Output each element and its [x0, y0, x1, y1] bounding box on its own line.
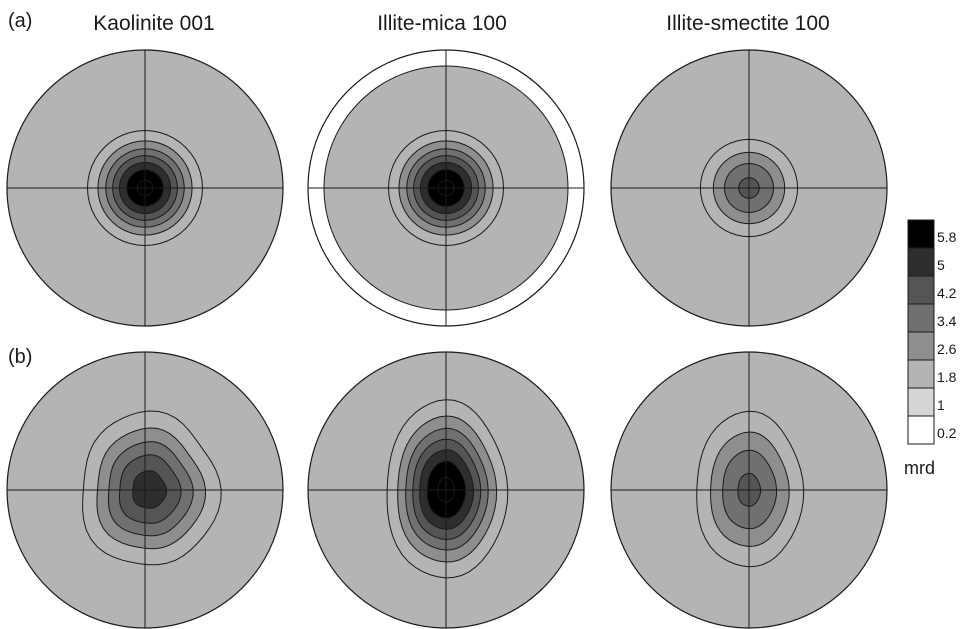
row-label-b: (b): [8, 346, 33, 368]
colorbar-tick-label: 2.6: [937, 341, 957, 357]
colorbar-swatch: [907, 247, 935, 277]
colorbar-swatch: [907, 331, 935, 361]
colorbar-swatch: [907, 219, 935, 249]
colorbar-tick-label: 1.8: [937, 369, 957, 385]
title-kaolinite: Kaolinite 001: [93, 12, 215, 35]
colorbar-swatch: [907, 359, 935, 389]
title-illite-smectite: Illite-smectite 100: [666, 12, 830, 35]
colorbar-tick-label: 5: [937, 257, 945, 273]
colorbar-unit: mrd: [904, 458, 935, 478]
title-illite-mica: Illite-mica 100: [377, 12, 507, 35]
colorbar-tick-label: 0.2: [937, 425, 957, 441]
pole-figure-b-kaolinite: [6, 351, 284, 629]
colorbar-swatch: [907, 303, 935, 333]
pole-figure-a-illite-mica: [307, 49, 585, 327]
colorbar: 5.8 5 4.2 3.4 2.6 1.8 1 0.2 mrd: [904, 219, 957, 478]
pole-figure-b-illite-mica: [307, 351, 585, 629]
colorbar-swatch: [907, 387, 935, 417]
colorbar-tick-label: 4.2: [937, 285, 957, 301]
colorbar-tick-label: 5.8: [937, 229, 957, 245]
colorbar-swatch: [907, 275, 935, 305]
pole-figure-a-kaolinite: [6, 49, 284, 327]
colorbar-swatch: [907, 415, 935, 445]
row-label-a: (a): [8, 10, 33, 32]
colorbar-tick-label: 1: [937, 397, 945, 413]
pole-figure-a-illite-smectite: [610, 49, 888, 327]
pole-figure-b-illite-smectite: [610, 351, 888, 629]
colorbar-tick-label: 3.4: [937, 313, 957, 329]
